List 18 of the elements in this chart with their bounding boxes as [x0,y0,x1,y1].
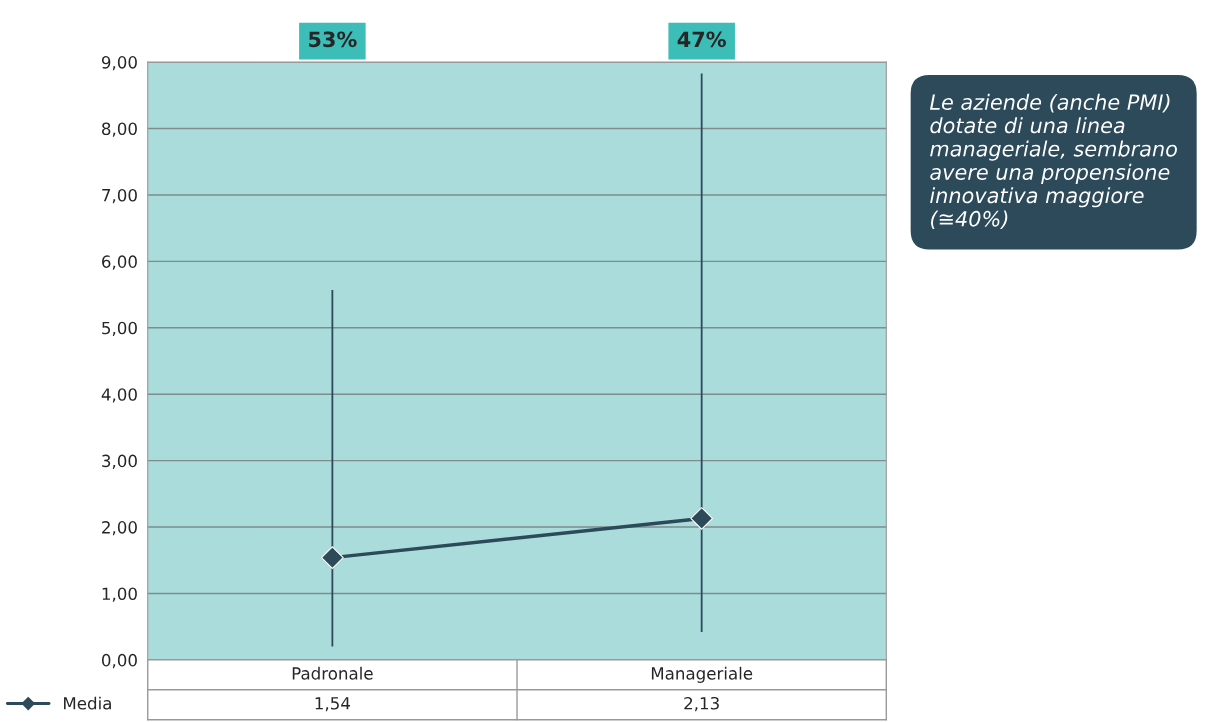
y-tick-label: 9,00 [101,56,137,71]
text: Le aziende (anche PMI) dotate di una linea manageriale, sembrano avere una propensione innovativa maggiore (≅40%) [929,93,1177,230]
text: 2,13 [684,696,719,712]
y-tick-label: 2,00 [102,521,137,536]
y-tick-label: 0,00 [101,653,137,669]
text: 1,54 [315,697,350,712]
y-tick-label: 3,00 [102,454,137,469]
y-tick-label: 5,00 [102,321,137,337]
y-tick-label: 6,00 [102,255,137,270]
x-tick-label: Manageriale [651,666,753,683]
legend-label: Media [64,696,111,710]
y-tick-label: 7,00 [102,188,137,204]
y-tick-label: 8,00 [102,122,137,137]
x-tick-label: Padronale [292,666,373,680]
text: 47% [677,31,726,48]
text: 53% [309,31,357,48]
y-tick-label: 4,00 [101,388,137,403]
y-tick-label: 1,00 [102,587,137,602]
